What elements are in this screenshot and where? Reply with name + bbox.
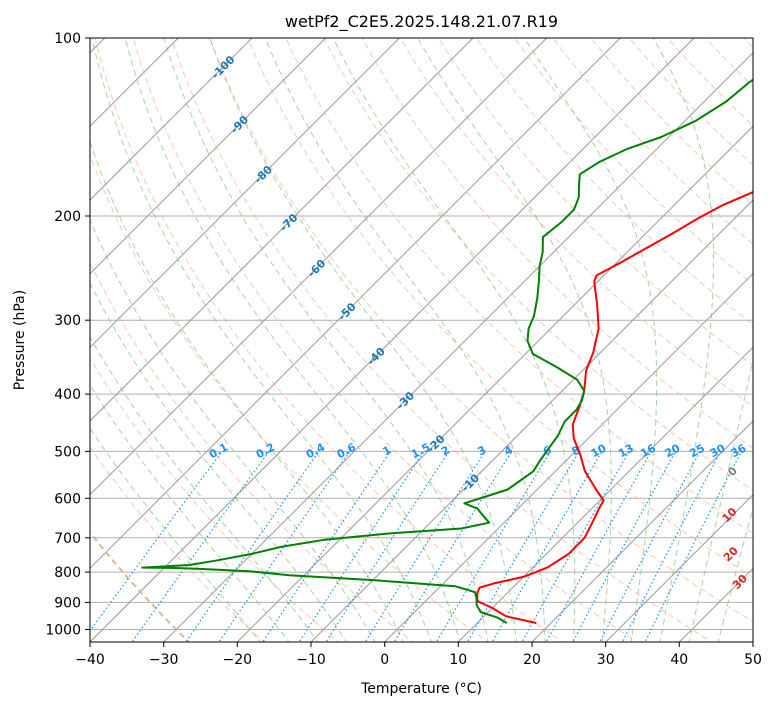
- moist-adiabat-line: [652, 38, 714, 642]
- moist-adiabat-line: [90, 139, 404, 642]
- isotherm-line: [90, 38, 253, 201]
- x-tick-label: −20: [223, 652, 253, 668]
- isotherm-line: [90, 38, 695, 642]
- mixing-ratio-line: [545, 451, 652, 642]
- y-axis-label: Pressure (hPa): [12, 290, 28, 390]
- y-tick-label: 500: [54, 444, 81, 460]
- temperature-profile-line: [476, 191, 753, 624]
- dry-adiabat-line: [90, 153, 489, 642]
- y-tick-label: 100: [54, 31, 81, 47]
- x-tick-label: −40: [75, 652, 105, 668]
- y-tick-label: 800: [54, 565, 81, 581]
- isotherm-line: [236, 125, 753, 642]
- moist-adiabat-line: [91, 38, 432, 642]
- isotherm-line: [310, 199, 753, 642]
- mixing-ratio-line: [218, 451, 351, 642]
- y-tick-label: 900: [54, 595, 81, 611]
- mixing-ratio-line: [572, 451, 677, 642]
- moist-adiabat-line: [90, 336, 319, 642]
- mixing-ratio-label: 25: [687, 442, 707, 461]
- moist-adiabat-line: [90, 218, 376, 642]
- mixing-ratio-label: 16: [638, 441, 658, 460]
- isotherm-line: [384, 272, 753, 642]
- y-tick-label: 1000: [45, 623, 81, 639]
- dry-adiabat-line: [132, 38, 638, 642]
- isotherm-line: [163, 51, 753, 642]
- isotherm-line: [605, 493, 753, 642]
- x-tick-label: −10: [296, 652, 326, 668]
- x-tick-label: 30: [597, 652, 615, 668]
- isotherm-line: [90, 38, 400, 349]
- mixing-ratio-label: 10: [589, 441, 609, 460]
- mixing-ratio-line: [435, 451, 552, 642]
- isotherm-line: [457, 346, 753, 642]
- moist-adiabat-line: [90, 383, 290, 642]
- moist-adiabat-line: [90, 282, 347, 642]
- mixing-ratio-line: [325, 451, 450, 642]
- dewpoint-profile-line: [141, 78, 753, 624]
- isotherm-line: [531, 420, 753, 642]
- moist-adiabat-line: [523, 38, 658, 642]
- mixing-ratio-line: [298, 451, 425, 642]
- y-tick-label: 200: [54, 209, 81, 225]
- isotherm-line: [90, 38, 327, 275]
- chart-title: wetPf2_C2E5.2025.148.21.07.R19: [285, 12, 558, 32]
- mixing-ratio-label: 30: [708, 441, 728, 460]
- x-tick-label: 50: [744, 652, 762, 668]
- moist-adiabat-line: [417, 38, 612, 642]
- x-tick-label: 40: [670, 652, 688, 668]
- isotherm-line: [90, 38, 621, 570]
- moist-adiabat-line: [90, 427, 261, 642]
- x-axis-label: Temperature (°C): [360, 681, 482, 697]
- moist-adiabat-line: [124, 38, 461, 642]
- mixing-ratio-line: [262, 451, 391, 642]
- x-tick-label: −30: [149, 652, 179, 668]
- plot-frame: [89, 37, 754, 643]
- mixing-ratio-line: [621, 451, 722, 642]
- y-tick-label: 400: [54, 387, 81, 403]
- mixing-ratio-line: [599, 451, 701, 642]
- y-tick-label: 300: [54, 313, 81, 329]
- dry-adiabat-line: [90, 357, 340, 642]
- dry-adiabat-line: [90, 446, 265, 642]
- x-tick-label: 20: [523, 652, 541, 668]
- mixing-ratio-label: 36: [729, 441, 749, 460]
- moist-adiabat-line: [688, 356, 753, 642]
- moist-adiabat-line: [209, 38, 518, 642]
- dry-adiabat-line: [514, 38, 753, 285]
- profile-lines: [141, 78, 753, 624]
- moist-adiabat-line: [264, 38, 546, 642]
- mixing-ratio-line: [185, 451, 320, 642]
- mixing-ratio-label: 13: [616, 442, 636, 461]
- dry-adiabat-line: [208, 38, 753, 623]
- x-tick-label: 0: [380, 652, 389, 668]
- mixing-ratio-label: 20: [663, 441, 683, 460]
- background-lines: [90, 38, 753, 642]
- mixing-ratio-line: [466, 451, 580, 642]
- moist-adiabat-line: [717, 506, 753, 642]
- x-tick-label: 10: [449, 652, 467, 668]
- mixing-ratio-line: [364, 451, 486, 642]
- y-axis: 100 200 300 400 500 600 700 800 900 1000: [45, 31, 90, 639]
- isotherm-line: [90, 38, 474, 422]
- mixing-ratio-line: [90, 451, 223, 632]
- dry-adiabat-line: [94, 38, 564, 642]
- dry-adiabat-line: [90, 261, 414, 642]
- moist-adiabat-line: [332, 38, 576, 642]
- y-tick-label: 600: [54, 491, 81, 507]
- x-axis: −40 −30 −20 −10 0 10 20 30 40 50: [75, 642, 762, 668]
- isotherm-line: [90, 38, 548, 496]
- mixing-ratio-line: [393, 451, 513, 642]
- y-tick-label: 700: [54, 531, 81, 547]
